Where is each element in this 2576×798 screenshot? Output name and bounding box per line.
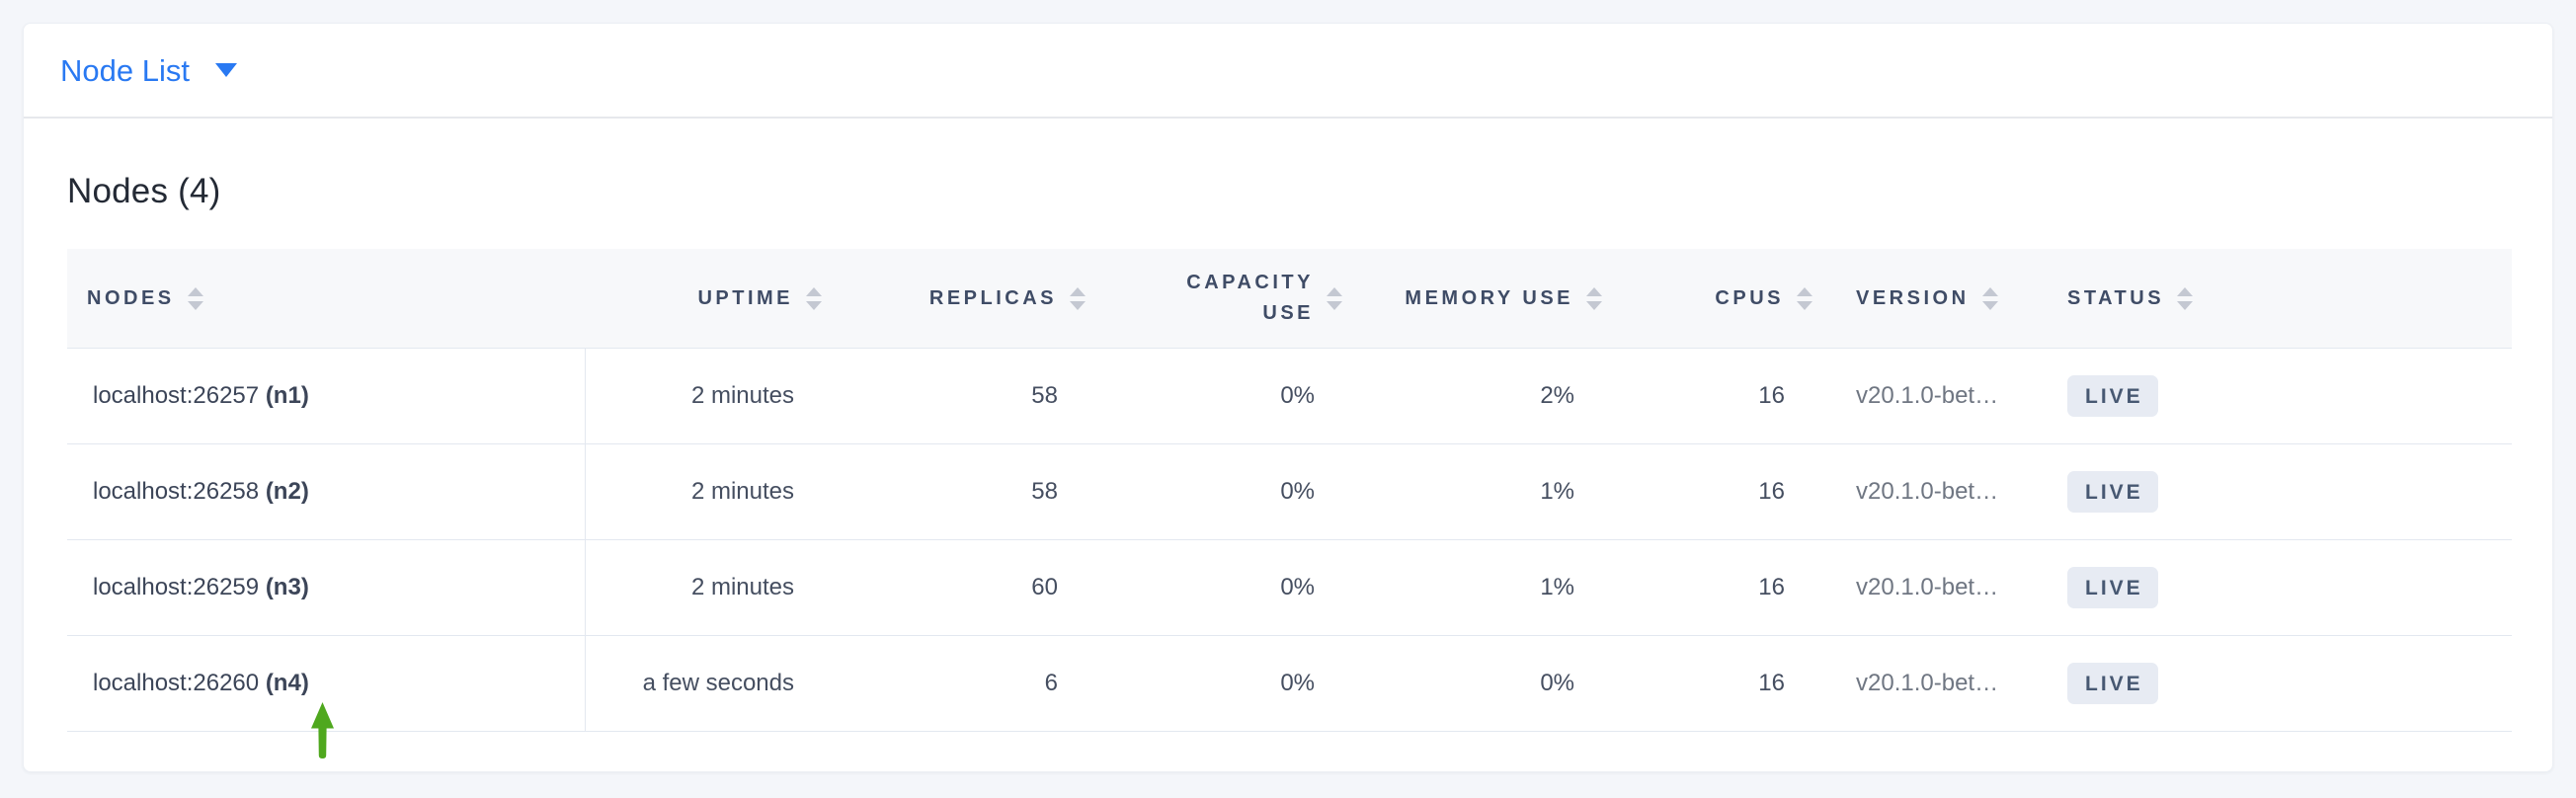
status-cell: LIVE bbox=[2038, 635, 2512, 732]
nodes-panel: Node List Nodes (4) NODES bbox=[23, 23, 2553, 772]
column-header-nodes[interactable]: NODES bbox=[67, 249, 585, 349]
status-badge: LIVE bbox=[2067, 470, 2158, 513]
memory-use-cell: 0% bbox=[1360, 635, 1620, 732]
replicas-cell: 6 bbox=[840, 635, 1103, 732]
cpus-cell: 16 bbox=[1620, 635, 1830, 732]
status-cell: LIVE bbox=[2038, 539, 2512, 636]
node-list-dropdown-label: Node List bbox=[60, 52, 190, 88]
cpus-cell: 16 bbox=[1620, 539, 1830, 636]
sort-icon bbox=[1066, 286, 1089, 310]
sort-icon bbox=[1323, 286, 1346, 310]
table-row-n3[interactable]: localhost:26259 (n3) 2 minutes 60 0% 1% … bbox=[67, 539, 2512, 636]
status-badge: LIVE bbox=[2067, 662, 2158, 704]
cpus-cell: 16 bbox=[1620, 443, 1830, 540]
green-up-arrow-icon bbox=[311, 702, 334, 758]
uptime-cell: 2 minutes bbox=[585, 443, 840, 540]
capacity-use-cell: 0% bbox=[1103, 539, 1360, 636]
capacity-use-cell: 0% bbox=[1103, 443, 1360, 540]
version-cell: v20.1.0-bet… bbox=[1830, 539, 2038, 636]
node-address-cell: localhost:26258 (n2) bbox=[67, 443, 586, 540]
uptime-cell: 2 minutes bbox=[585, 539, 840, 636]
replicas-cell: 58 bbox=[840, 348, 1103, 444]
nodes-card-body: Nodes (4) NODES UPTIME bbox=[24, 119, 2552, 732]
version-cell: v20.1.0-bet… bbox=[1830, 635, 2038, 732]
status-cell: LIVE bbox=[2038, 443, 2512, 540]
version-cell: v20.1.0-bet… bbox=[1830, 443, 2038, 540]
status-badge: LIVE bbox=[2067, 374, 2158, 417]
column-header-uptime[interactable]: UPTIME bbox=[585, 249, 840, 349]
replicas-cell: 58 bbox=[840, 443, 1103, 540]
column-header-cpus[interactable]: CPUS bbox=[1620, 249, 1830, 349]
memory-use-cell: 2% bbox=[1360, 348, 1620, 444]
capacity-use-cell: 0% bbox=[1103, 348, 1360, 444]
nodes-table: NODES UPTIME REPLICAS bbox=[67, 249, 2512, 732]
sort-icon bbox=[802, 286, 826, 310]
column-header-version[interactable]: VERSION bbox=[1830, 249, 2038, 349]
column-header-capacity-use[interactable]: CAPACITY USE bbox=[1103, 249, 1360, 349]
node-address-cell: localhost:26257 (n1) bbox=[67, 348, 586, 444]
replicas-cell: 60 bbox=[840, 539, 1103, 636]
version-cell: v20.1.0-bet… bbox=[1830, 348, 2038, 444]
view-switcher-bar: Node List bbox=[24, 24, 2552, 119]
column-header-status[interactable]: STATUS bbox=[2038, 249, 2512, 349]
table-header-row: NODES UPTIME REPLICAS bbox=[67, 249, 2512, 349]
caret-down-icon bbox=[214, 63, 237, 77]
status-cell: LIVE bbox=[2038, 348, 2512, 444]
sort-icon bbox=[1978, 286, 2002, 310]
memory-use-cell: 1% bbox=[1360, 443, 1620, 540]
status-badge: LIVE bbox=[2067, 566, 2158, 608]
sort-icon bbox=[184, 286, 207, 310]
uptime-cell: 2 minutes bbox=[585, 348, 840, 444]
page-title: Nodes (4) bbox=[67, 172, 221, 210]
memory-use-cell: 1% bbox=[1360, 539, 1620, 636]
sort-icon bbox=[1582, 286, 1606, 310]
sort-icon bbox=[1793, 286, 1816, 310]
uptime-cell: a few seconds bbox=[585, 635, 840, 732]
table-row-n1[interactable]: localhost:26257 (n1) 2 minutes 58 0% 2% … bbox=[67, 348, 2512, 444]
table-row-n2[interactable]: localhost:26258 (n2) 2 minutes 58 0% 1% … bbox=[67, 443, 2512, 540]
cpus-cell: 16 bbox=[1620, 348, 1830, 444]
sort-icon bbox=[2173, 286, 2197, 310]
node-address-cell: localhost:26259 (n3) bbox=[67, 539, 586, 636]
table-row-n4[interactable]: localhost:26260 (n4) a few seconds 6 0% … bbox=[67, 635, 2512, 732]
column-header-replicas[interactable]: REPLICAS bbox=[840, 249, 1103, 349]
node-list-dropdown[interactable]: Node List bbox=[60, 55, 237, 86]
column-header-memory-use[interactable]: MEMORY USE bbox=[1360, 249, 1620, 349]
capacity-use-cell: 0% bbox=[1103, 635, 1360, 732]
